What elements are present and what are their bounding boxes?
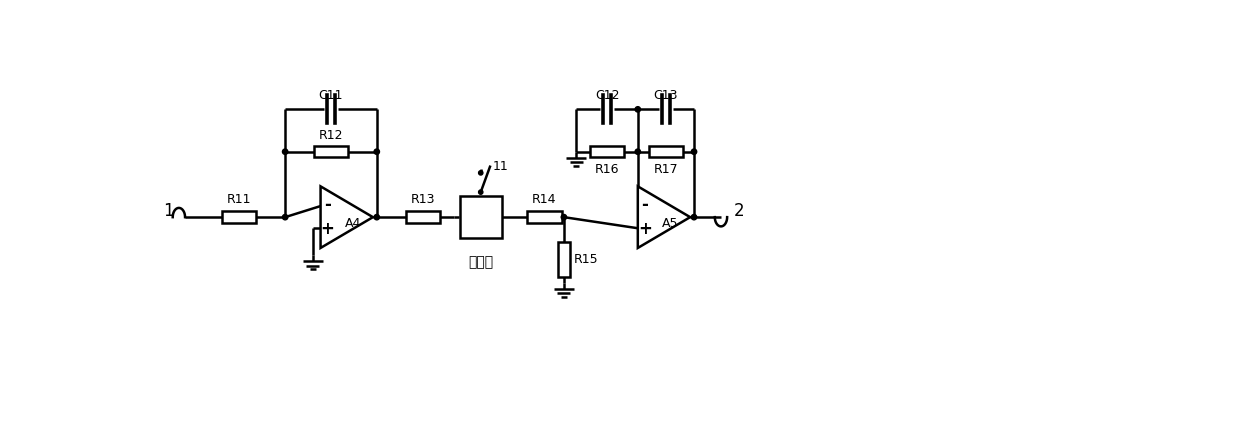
Circle shape [692, 215, 697, 220]
Circle shape [283, 215, 288, 220]
Bar [314, 146, 348, 157]
Text: R11: R11 [227, 194, 252, 206]
Text: +: + [321, 220, 335, 238]
Text: -: - [641, 196, 649, 214]
Text: 2: 2 [733, 202, 744, 220]
Text: C12: C12 [595, 89, 619, 101]
Circle shape [692, 149, 697, 154]
Text: R14: R14 [532, 194, 557, 206]
Text: C11: C11 [319, 89, 343, 101]
Text: R16: R16 [595, 163, 619, 176]
Circle shape [562, 215, 567, 220]
Circle shape [374, 215, 379, 220]
Circle shape [374, 149, 379, 154]
Polygon shape [637, 186, 691, 248]
Bar [405, 212, 440, 223]
Bar [460, 196, 502, 238]
Text: +: + [637, 220, 652, 238]
Text: 乘法器: 乘法器 [469, 256, 494, 270]
Bar [649, 146, 683, 157]
Circle shape [283, 149, 288, 154]
Bar [558, 242, 569, 277]
Text: A4: A4 [345, 217, 361, 230]
Text: -: - [324, 196, 331, 214]
Text: C13: C13 [653, 89, 678, 101]
Text: R17: R17 [653, 163, 678, 176]
Circle shape [479, 171, 482, 175]
Circle shape [635, 149, 641, 154]
Bar [527, 212, 562, 223]
Text: R15: R15 [574, 253, 599, 266]
Text: R12: R12 [319, 129, 343, 142]
Text: A5: A5 [662, 217, 678, 230]
Circle shape [479, 190, 482, 194]
Text: R13: R13 [410, 194, 435, 206]
Bar [222, 212, 257, 223]
Bar [590, 146, 624, 157]
Circle shape [635, 107, 641, 112]
Polygon shape [321, 186, 373, 248]
Text: 1: 1 [162, 202, 174, 220]
Text: 11: 11 [492, 160, 508, 173]
